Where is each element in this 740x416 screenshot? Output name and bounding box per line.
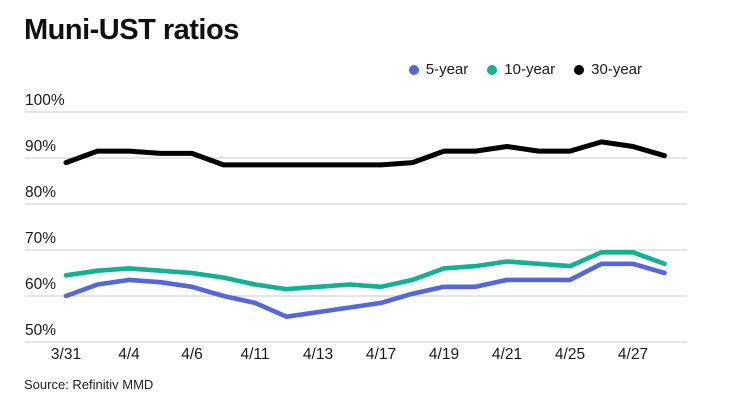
y-tick-label-100: 100% bbox=[25, 92, 65, 109]
legend-label-10-year: 10-year bbox=[504, 61, 556, 78]
y-tick-label-60: 60% bbox=[25, 276, 57, 293]
x-tick-label-4/11: 4/11 bbox=[240, 346, 270, 363]
x-tick-label-4/4: 4/4 bbox=[118, 346, 140, 363]
y-tick-label-50: 50% bbox=[25, 322, 57, 339]
x-tick-label-4/25: 4/25 bbox=[554, 346, 586, 363]
line-5-year bbox=[63, 261, 667, 320]
chart-legend: 5-year 10-year 30-year bbox=[408, 61, 642, 78]
source-note: Source: Refinitiv MMD bbox=[24, 377, 154, 392]
x-tick-label-3/31: 3/31 bbox=[50, 346, 82, 363]
legend-dot-5-year bbox=[408, 64, 419, 75]
line-10-year bbox=[63, 250, 667, 292]
x-tick-label-4/13: 4/13 bbox=[302, 346, 334, 363]
chart-title: Muni-UST ratios bbox=[24, 14, 239, 46]
line-30-year bbox=[63, 139, 667, 168]
legend-item-10-year: 10-year bbox=[487, 61, 555, 78]
legend-item-30-year: 30-year bbox=[574, 61, 642, 78]
legend-label-5-year: 5-year bbox=[425, 61, 469, 78]
legend-item-5-year: 5-year bbox=[408, 61, 469, 78]
x-tick-label-4/6: 4/6 bbox=[181, 346, 203, 363]
x-tick-label-4/27: 4/27 bbox=[617, 346, 649, 363]
x-tick-label-4/19: 4/19 bbox=[428, 346, 460, 363]
x-tick-label-4/17: 4/17 bbox=[365, 346, 397, 363]
legend-dot-10-year bbox=[487, 64, 498, 75]
legend-dot-30-year bbox=[574, 64, 585, 75]
legend-label-30-year: 30-year bbox=[591, 61, 642, 78]
y-tick-label-70: 70% bbox=[25, 230, 57, 247]
y-tick-label-80: 80% bbox=[25, 184, 57, 201]
y-tick-label-90: 90% bbox=[25, 138, 57, 155]
x-tick-label-4/21: 4/21 bbox=[491, 346, 523, 363]
